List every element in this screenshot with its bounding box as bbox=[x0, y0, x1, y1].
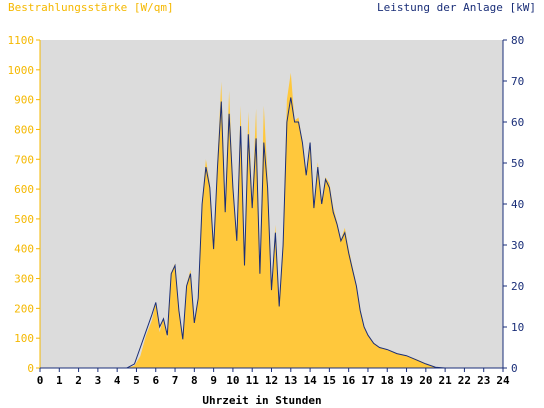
right-tick-label: 70 bbox=[511, 75, 524, 88]
x-tick-label: 17 bbox=[361, 374, 374, 387]
left-tick-label: 200 bbox=[14, 302, 34, 315]
left-tick-label: 800 bbox=[14, 123, 34, 136]
left-tick-label: 1000 bbox=[8, 64, 35, 77]
x-tick-label: 3 bbox=[95, 374, 102, 387]
right-tick-label: 0 bbox=[511, 362, 518, 375]
x-tick-label: 19 bbox=[400, 374, 413, 387]
right-tick-label: 80 bbox=[511, 34, 524, 47]
left-tick-label: 300 bbox=[14, 273, 34, 286]
right-tick-label: 60 bbox=[511, 116, 524, 129]
x-tick-label: 21 bbox=[439, 374, 453, 387]
right-tick-label: 30 bbox=[511, 239, 524, 252]
x-tick-label: 2 bbox=[75, 374, 82, 387]
x-tick-label: 16 bbox=[342, 374, 356, 387]
right-axis-title: Leistung der Anlage [kW] bbox=[377, 1, 536, 14]
x-tick-label: 7 bbox=[172, 374, 179, 387]
x-tick-label: 24 bbox=[496, 374, 510, 387]
right-tick-label: 10 bbox=[511, 321, 524, 334]
x-tick-label: 0 bbox=[37, 374, 44, 387]
x-tick-label: 1 bbox=[56, 374, 63, 387]
x-tick-label: 14 bbox=[303, 374, 317, 387]
x-tick-label: 8 bbox=[191, 374, 198, 387]
power-line bbox=[40, 97, 503, 369]
x-tick-label: 12 bbox=[265, 374, 278, 387]
x-tick-label: 22 bbox=[458, 374, 471, 387]
x-tick-label: 5 bbox=[133, 374, 140, 387]
x-tick-label: 11 bbox=[246, 374, 260, 387]
x-tick-label: 4 bbox=[114, 374, 121, 387]
left-tick-label: 500 bbox=[14, 213, 34, 226]
left-tick-label: 700 bbox=[14, 153, 34, 166]
x-tick-label: 13 bbox=[284, 374, 297, 387]
x-tick-label: 10 bbox=[226, 374, 239, 387]
right-axis-ticks: 0 10 20 30 40 50 60 70 80 bbox=[503, 34, 524, 375]
x-tick-label: 20 bbox=[419, 374, 432, 387]
right-tick-label: 50 bbox=[511, 157, 524, 170]
irradiance-area bbox=[40, 72, 503, 369]
left-tick-label: 1100 bbox=[8, 34, 35, 47]
x-tick-label: 15 bbox=[323, 374, 336, 387]
x-tick-label: 18 bbox=[381, 374, 394, 387]
x-tick-label: 6 bbox=[152, 374, 159, 387]
left-tick-label: 400 bbox=[14, 243, 34, 256]
left-axis-ticks: 0 100 200 300 400 500 600 700 800 900 1000 1100 bbox=[8, 34, 40, 375]
left-tick-label: 600 bbox=[14, 183, 34, 196]
left-axis-title: Bestrahlungsstärke [W/qm] bbox=[8, 1, 174, 14]
x-axis-label: Uhrzeit in Stunden bbox=[202, 394, 321, 407]
right-tick-label: 20 bbox=[511, 280, 524, 293]
x-tick-label: 23 bbox=[477, 374, 490, 387]
power-line-layer bbox=[40, 97, 503, 369]
x-tick-label: 9 bbox=[210, 374, 217, 387]
left-tick-label: 100 bbox=[14, 332, 34, 345]
left-tick-label: 0 bbox=[27, 362, 34, 375]
left-tick-label: 900 bbox=[14, 94, 34, 107]
irradiance-area-layer bbox=[40, 72, 503, 369]
x-axis-ticks: 0 1 2 3 4 5 6 7 8 9 10 11 12 13 14 15 16 17 18 19 20 21 22 23 24 bbox=[37, 368, 510, 387]
right-tick-label: 40 bbox=[511, 198, 524, 211]
